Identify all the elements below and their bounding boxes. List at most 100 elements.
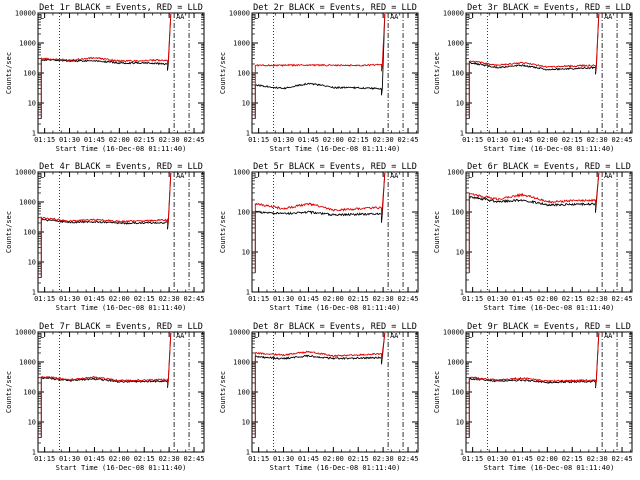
series-line-lld bbox=[468, 332, 600, 438]
chart-panel-3: Det 3r BLACK = Events, RED = LLD 1 10 100 10… bbox=[433, 3, 633, 153]
x-tick-label: 02:15 bbox=[134, 295, 155, 303]
x-axis-label: Start Time (16-Dec-08 01:11:40) bbox=[484, 145, 615, 153]
x-tick-label: 01:15 bbox=[248, 455, 269, 463]
x-tick-label: 02:15 bbox=[348, 455, 369, 463]
x-tick-label: 01:30 bbox=[487, 136, 508, 144]
x-tick-label: 01:15 bbox=[462, 455, 483, 463]
x-tick-label: 01:45 bbox=[298, 455, 319, 463]
y-tick-label: 100 bbox=[23, 229, 36, 237]
x-tick-label: 01:45 bbox=[84, 136, 105, 144]
x-tick-label: 02:30 bbox=[587, 295, 608, 303]
y-tick-label: 1 bbox=[460, 130, 464, 138]
y-tick-label: 10 bbox=[242, 100, 250, 108]
x-tick-label: 02:00 bbox=[109, 455, 130, 463]
chart-title: Det 1r BLACK = Events, RED = LLD bbox=[39, 3, 203, 13]
y-tick-label: 1000 bbox=[447, 169, 464, 177]
y-tick-label: 1 bbox=[246, 289, 250, 297]
x-tick-label: 02:15 bbox=[348, 136, 369, 144]
plot-frame bbox=[465, 12, 633, 134]
y-tick-label: 100 bbox=[451, 70, 464, 78]
x-tick-label: 01:30 bbox=[487, 295, 508, 303]
x-tick-label: 02:45 bbox=[398, 455, 419, 463]
chart-panel-8: Det 8r BLACK = Events, RED = LLD 1 10 100 10… bbox=[219, 322, 419, 472]
series-line-lld bbox=[468, 172, 600, 273]
chart-title: Det 9r BLACK = Events, RED = LLD bbox=[467, 322, 631, 332]
marker-label: A bbox=[604, 172, 609, 180]
marker-label: A bbox=[608, 332, 613, 340]
x-tick-label: 02:30 bbox=[159, 455, 180, 463]
series-line-events bbox=[254, 332, 386, 438]
x-tick-label: 02:30 bbox=[373, 455, 394, 463]
x-axis-label: Start Time (16-Dec-08 01:11:40) bbox=[270, 464, 401, 472]
x-tick-label: 01:30 bbox=[273, 136, 294, 144]
y-tick-label: 10000 bbox=[443, 329, 464, 337]
y-tick-label: 1000 bbox=[19, 199, 36, 207]
series-line-events bbox=[254, 13, 386, 119]
marker-label: A bbox=[608, 13, 613, 21]
series-line-lld bbox=[40, 13, 172, 119]
series-line-events bbox=[468, 332, 600, 438]
x-tick-label: 01:45 bbox=[512, 455, 533, 463]
x-tick-label: 02:00 bbox=[323, 455, 344, 463]
plot-frame bbox=[465, 331, 633, 453]
y-axis-label: Counts/sec bbox=[433, 52, 441, 94]
x-tick-label: 01:15 bbox=[34, 136, 55, 144]
y-tick-label: 100 bbox=[23, 70, 36, 78]
x-axis-label: Start Time (16-Dec-08 01:11:40) bbox=[484, 464, 615, 472]
marker-label: A bbox=[604, 332, 609, 340]
marker-label: A bbox=[180, 172, 185, 180]
y-tick-label: 100 bbox=[237, 70, 250, 78]
x-axis-label: Start Time (16-Dec-08 01:11:40) bbox=[56, 304, 187, 312]
plot-frame bbox=[37, 171, 205, 293]
x-tick-label: 01:15 bbox=[34, 455, 55, 463]
chart-title: Det 3r BLACK = Events, RED = LLD bbox=[467, 3, 631, 13]
x-tick-label: 02:00 bbox=[323, 136, 344, 144]
x-tick-label: 02:30 bbox=[587, 455, 608, 463]
marker-label: A bbox=[608, 172, 613, 180]
x-tick-label: 01:45 bbox=[84, 455, 105, 463]
marker-label: L bbox=[40, 332, 44, 340]
y-tick-label: 10 bbox=[242, 419, 250, 427]
x-tick-label: 01:30 bbox=[59, 455, 80, 463]
x-tick-label: 01:45 bbox=[298, 295, 319, 303]
marker-label: A bbox=[394, 172, 399, 180]
y-tick-label: 10 bbox=[456, 249, 464, 257]
x-tick-label: 02:00 bbox=[537, 295, 558, 303]
chart-panel-7: Det 7r BLACK = Events, RED = LLD 1 10 100 10… bbox=[5, 322, 205, 472]
x-tick-label: 01:15 bbox=[248, 136, 269, 144]
y-tick-label: 1000 bbox=[19, 359, 36, 367]
y-tick-label: 1000 bbox=[233, 40, 250, 48]
y-tick-label: 10000 bbox=[229, 329, 250, 337]
chart-title: Det 7r BLACK = Events, RED = LLD bbox=[39, 322, 203, 332]
y-tick-label: 1000 bbox=[233, 169, 250, 177]
x-tick-label: 01:45 bbox=[512, 295, 533, 303]
y-axis-label: Counts/sec bbox=[219, 211, 227, 253]
series-line-events bbox=[40, 172, 172, 278]
x-tick-label: 02:45 bbox=[184, 136, 205, 144]
series-line-lld bbox=[40, 172, 172, 278]
y-tick-label: 10000 bbox=[15, 10, 36, 18]
y-tick-label: 10 bbox=[456, 100, 464, 108]
y-tick-label: 1 bbox=[460, 449, 464, 457]
series-line-lld bbox=[254, 13, 386, 119]
x-tick-label: 01:15 bbox=[248, 295, 269, 303]
y-tick-label: 1 bbox=[32, 289, 36, 297]
y-axis-label: Counts/sec bbox=[5, 371, 13, 413]
chart-title: Det 8r BLACK = Events, RED = LLD bbox=[253, 322, 417, 332]
x-tick-label: 02:15 bbox=[562, 455, 583, 463]
y-tick-label: 1 bbox=[460, 289, 464, 297]
x-tick-label: 02:00 bbox=[323, 295, 344, 303]
x-tick-label: 01:30 bbox=[273, 295, 294, 303]
series-line-lld bbox=[40, 332, 172, 438]
x-axis-label: Start Time (16-Dec-08 01:11:40) bbox=[56, 145, 187, 153]
y-tick-label: 10000 bbox=[15, 329, 36, 337]
y-tick-label: 1000 bbox=[233, 359, 250, 367]
x-tick-label: 02:00 bbox=[537, 136, 558, 144]
marker-label: L bbox=[254, 13, 258, 21]
marker-label: L bbox=[468, 13, 472, 21]
plot-frame bbox=[465, 171, 633, 293]
chart-panel-2: Det 2r BLACK = Events, RED = LLD 1 10 100 10… bbox=[219, 3, 419, 153]
x-tick-label: 02:15 bbox=[134, 136, 155, 144]
plot-frame bbox=[251, 331, 419, 453]
